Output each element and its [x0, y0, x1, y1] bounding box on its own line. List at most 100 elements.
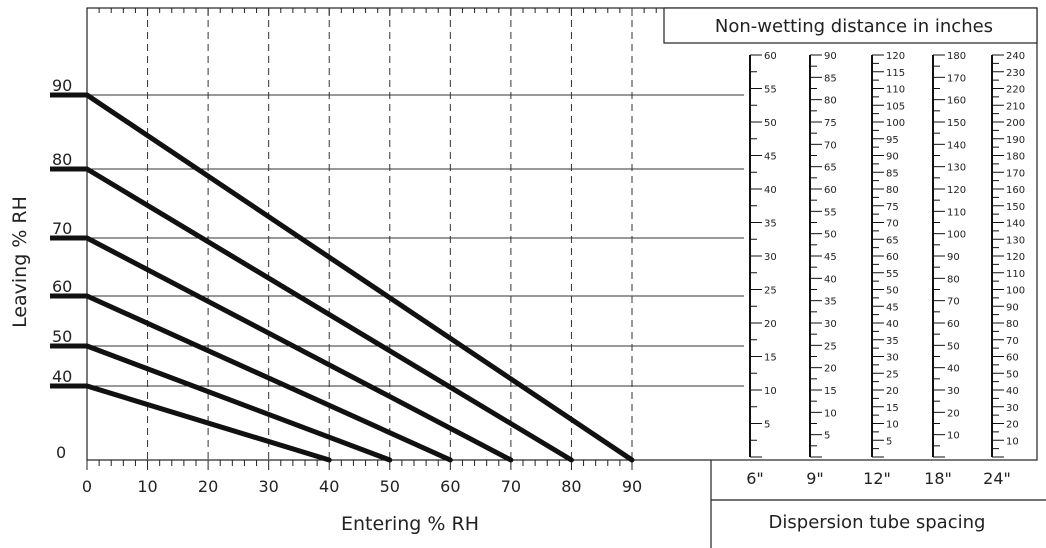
scale-tick-label: 75	[886, 202, 899, 213]
scale-tick-label: 140	[1006, 219, 1025, 230]
scale-tick-label: 10	[886, 420, 899, 431]
spacing-label: 18"	[924, 469, 952, 488]
scale-tick-label: 60	[764, 51, 777, 62]
scale-tick-label: 50	[824, 230, 837, 241]
scale-tick-label: 25	[764, 286, 777, 297]
scale-tick-label: 20	[1006, 420, 1019, 431]
scale-tick-label: 110	[886, 85, 905, 96]
scale-tick-label: 150	[947, 118, 966, 129]
series-line	[84, 235, 514, 463]
scale-tick-label: 10	[1006, 436, 1019, 447]
x-tick-label: 20	[198, 477, 218, 496]
scale-tick-label: 50	[886, 286, 899, 297]
spacing-label: 9"	[806, 469, 824, 488]
scale-tick-label: 30	[764, 252, 777, 263]
x-tick-label: 90	[622, 477, 642, 496]
scale-tick-label: 20	[886, 386, 899, 397]
scale-tick-label: 150	[1006, 202, 1025, 213]
scale-tick-label: 30	[886, 353, 899, 364]
scale-tick-label: 70	[947, 297, 960, 308]
scale-tick-label: 45	[764, 152, 777, 163]
scale-tick-label: 190	[1006, 135, 1025, 146]
grid	[87, 8, 744, 460]
scale-tick-label: 15	[824, 386, 837, 397]
scale-tick-label: 10	[764, 386, 777, 397]
spacing-label: 24"	[983, 469, 1011, 488]
tick-labels: 0 10 20 30 40 50 60 70 80 90 0 40 50 60 70 80 90	[52, 76, 642, 496]
scale-tick-label: 105	[886, 101, 905, 112]
x-tick-label: 10	[137, 477, 157, 496]
scale-tick-label: 15	[764, 353, 777, 364]
scale-tick-label: 50	[1006, 369, 1019, 380]
scale-tick-label: 180	[947, 51, 966, 62]
scale-tick-label: 30	[947, 386, 960, 397]
scale-tick-label: 85	[824, 73, 837, 84]
scale-tick-label: 110	[947, 207, 966, 218]
series-line	[84, 92, 635, 463]
scale-tick-label: 90	[947, 252, 960, 263]
y-axis-label: Leaving % RH	[9, 196, 31, 328]
scale-tick-label: 50	[947, 341, 960, 352]
y-tick-label: 80	[52, 150, 72, 169]
scale-tick-label: 80	[1006, 319, 1019, 330]
scale-tick-label: 160	[1006, 185, 1025, 196]
scale-tick-label: 130	[947, 163, 966, 174]
scale-tick-label: 40	[947, 364, 960, 375]
scale-tick-label: 200	[1006, 118, 1025, 129]
scale-tick-label: 65	[886, 235, 899, 246]
scale-tick-label: 35	[824, 297, 837, 308]
scale-tick-label: 35	[886, 336, 899, 347]
y-tick-label: 70	[52, 219, 72, 238]
x-tick-label: 30	[258, 477, 278, 496]
y-tick-label: 40	[52, 367, 72, 386]
scale-tick-label: 60	[947, 319, 960, 330]
series-line	[84, 166, 574, 463]
title-box	[663, 7, 1038, 44]
scale-tick-label: 85	[886, 168, 899, 179]
scale-tick-label: 65	[824, 163, 837, 174]
scale-tick-label: 35	[764, 219, 777, 230]
scale-tick-label: 115	[886, 68, 905, 79]
scale-tick-label: 100	[947, 230, 966, 241]
scale-tick-label: 50	[764, 118, 777, 129]
scale-tick-label: 55	[824, 207, 837, 218]
scale-tick-label: 100	[1006, 286, 1025, 297]
series-line	[84, 343, 393, 463]
scale-tick-label: 55	[764, 85, 777, 96]
scale-tick-label: 20	[947, 408, 960, 419]
scale-tick-label: 230	[1006, 68, 1025, 79]
distance-scales: 60 55 50 45 40 35 30 25 20 15 105 6" 90 85 80 75 70 65 60 5…	[746, 51, 1025, 488]
scale-tick-label: 40	[1006, 386, 1019, 397]
scale-tick-label: 10	[947, 431, 960, 442]
y-tick-label: 60	[52, 277, 72, 296]
scale-tick-label: 220	[1006, 85, 1025, 96]
y-tick-label: 0	[56, 443, 66, 462]
scale-tick-label: 20	[764, 319, 777, 330]
scale-tick-label: 90	[1006, 302, 1019, 313]
scale-tick-label: 95	[886, 135, 899, 146]
x-tick-label: 80	[561, 477, 581, 496]
scale-tick-label: 55	[886, 269, 899, 280]
scale-tick-label: 140	[947, 140, 966, 151]
scale-tick-label: 15	[886, 403, 899, 414]
scale-tick-label: 30	[1006, 403, 1019, 414]
scale-tick-label: 70	[1006, 336, 1019, 347]
scale-tick-label: 120	[886, 51, 905, 62]
x-axis-label: Entering % RH	[341, 513, 479, 535]
x-tick-label: 70	[501, 477, 521, 496]
series-line	[84, 293, 453, 463]
scale-tick-label: 80	[947, 274, 960, 285]
panel-footer: Dispersion tube spacing	[769, 512, 986, 533]
spacing-label: 6"	[746, 469, 764, 488]
scale-tick-label: 60	[824, 185, 837, 196]
scale-tick-label: 25	[886, 369, 899, 380]
scale-tick-label: 110	[1006, 269, 1025, 280]
scale-tick-label: 90	[824, 51, 837, 62]
scale-tick-label: 45	[886, 302, 899, 313]
scale-tick-label: 25	[824, 341, 837, 352]
scale-tick-label: 170	[1006, 168, 1025, 179]
scale-tick-label: 40	[764, 185, 777, 196]
scale-tick-label: 130	[1006, 235, 1025, 246]
scale-tick-label: 75	[824, 118, 837, 129]
